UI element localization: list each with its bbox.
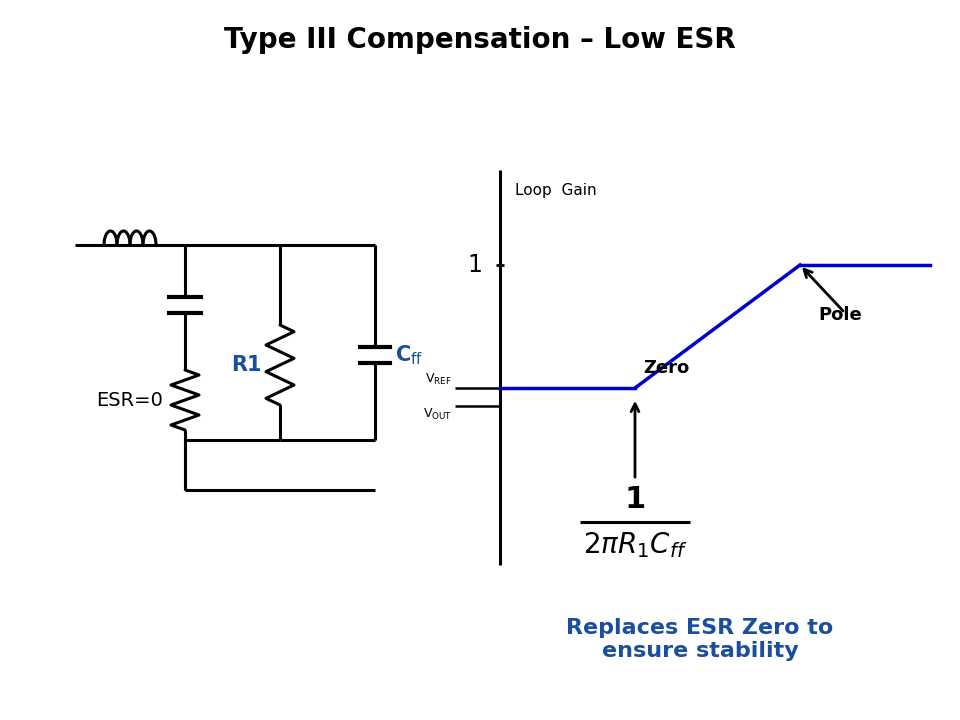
Text: Zero: Zero [643, 359, 689, 377]
Text: Replaces ESR Zero to: Replaces ESR Zero to [566, 618, 833, 638]
Text: V$_{\mathsf{OUT}}$: V$_{\mathsf{OUT}}$ [422, 407, 452, 422]
Text: 1: 1 [624, 485, 646, 515]
Text: 1: 1 [468, 253, 482, 277]
Text: ensure stability: ensure stability [602, 641, 799, 661]
Text: R1: R1 [231, 355, 262, 375]
Text: Type III Compensation – Low ESR: Type III Compensation – Low ESR [224, 26, 736, 54]
Text: V$_{\mathsf{REF}}$: V$_{\mathsf{REF}}$ [425, 372, 452, 387]
Text: Loop  Gain: Loop Gain [515, 182, 596, 197]
Text: Pole: Pole [818, 306, 862, 324]
Text: C$_{\mathsf{ff}}$: C$_{\mathsf{ff}}$ [395, 343, 423, 366]
Text: ESR=0: ESR=0 [96, 390, 163, 410]
Text: $2\pi R_1 C_{ff}$: $2\pi R_1 C_{ff}$ [583, 530, 687, 560]
